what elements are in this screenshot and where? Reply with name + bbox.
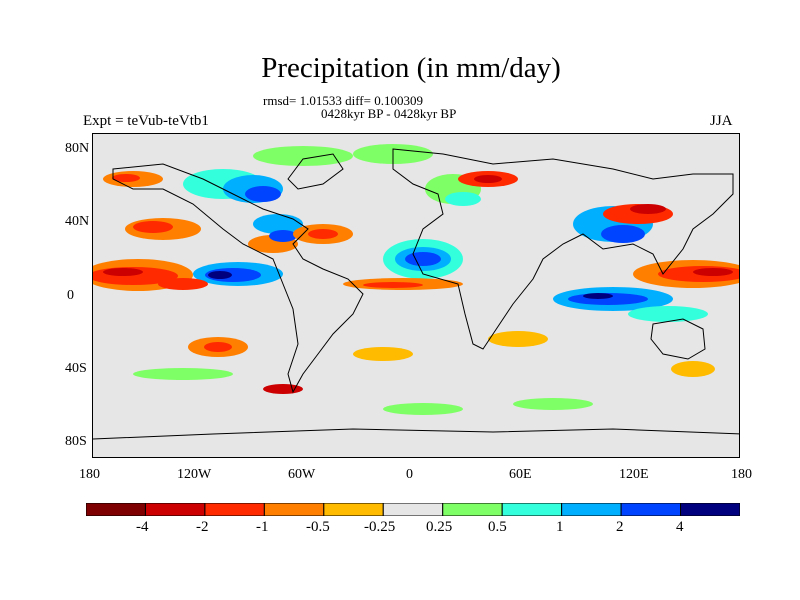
coastlines (93, 148, 739, 440)
colorbar-label: 4 (676, 519, 684, 535)
x-tick-label: 60W (288, 467, 316, 482)
colorbar-label: 1 (556, 519, 564, 535)
colorbar-swatch (323, 503, 384, 516)
y-tick-label: 40S (65, 361, 87, 376)
x-tick-label: 180 (79, 467, 100, 482)
colorbar-label: -0.25 (364, 519, 396, 535)
colorbar-swatch (263, 503, 325, 516)
colorbar-label: -0.5 (306, 519, 330, 535)
y-tick-label: 80S (65, 434, 87, 449)
colorbar-label: -2 (196, 519, 209, 535)
colorbar-swatch (620, 503, 682, 516)
colorbar (86, 503, 740, 516)
chart-title: Precipitation (in mm/day) (261, 52, 561, 84)
colorbar-swatch (144, 503, 206, 516)
precipitation-map (92, 133, 740, 458)
experiment-label: Expt = teVub-teVtb1 (83, 113, 209, 129)
stats-line: rmsd= 1.01533 diff= 0.100309 (263, 93, 423, 108)
map-canvas (93, 144, 739, 440)
x-tick-label: 120W (177, 467, 212, 482)
period-line: 0428kyr BP - 0428kyr BP (321, 106, 457, 121)
colorbar-swatch (204, 503, 265, 516)
colorbar-swatch (382, 503, 444, 516)
colorbar-swatch (442, 503, 503, 516)
colorbar-swatch (86, 503, 146, 516)
season-label: JJA (710, 113, 733, 129)
y-tick-label: 0 (67, 288, 74, 303)
anomaly-field (93, 144, 739, 415)
x-tick-label: 60E (509, 467, 532, 482)
colorbar-label: 0.5 (488, 519, 507, 535)
colorbar-label: -1 (256, 519, 269, 535)
colorbar-label: -4 (136, 519, 149, 535)
y-tick-label: 40N (65, 214, 90, 229)
x-tick-label: 120E (619, 467, 649, 482)
y-tick-label: 80N (65, 141, 90, 156)
colorbar-label: 0.25 (426, 519, 453, 535)
colorbar-swatch (680, 503, 740, 516)
x-tick-label: 180 (731, 467, 752, 482)
colorbar-label: 2 (616, 519, 624, 535)
colorbar-swatch (501, 503, 563, 516)
colorbar-swatch (561, 503, 622, 516)
x-tick-label: 0 (406, 467, 413, 482)
